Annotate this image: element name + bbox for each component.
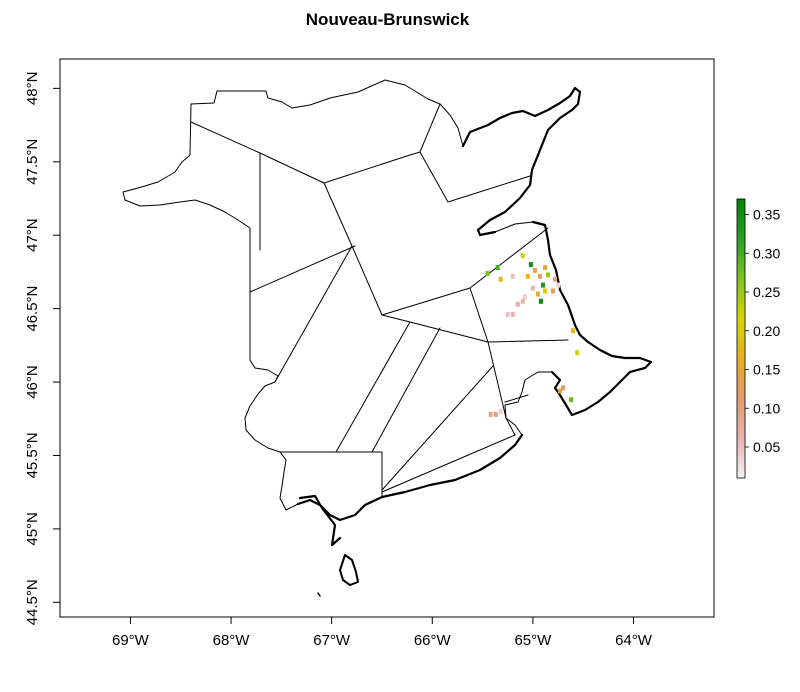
data-cell bbox=[493, 411, 498, 417]
data-cells bbox=[485, 253, 580, 417]
data-cell bbox=[510, 273, 515, 279]
y-tick-label: 47.5°N bbox=[24, 139, 41, 185]
legend-tick-label: 0.10 bbox=[753, 400, 780, 416]
x-tick-label: 65°W bbox=[514, 632, 552, 649]
data-cell bbox=[498, 408, 503, 414]
data-cell bbox=[515, 301, 520, 307]
data-cell bbox=[542, 265, 547, 271]
y-tick-label: 46.5°N bbox=[24, 286, 41, 332]
data-cell bbox=[545, 272, 550, 278]
map-title: Nouveau-Brunswick bbox=[305, 10, 470, 29]
y-axis: 48°N 47.5°N 47°N 46.5°N 46°N 45.5°N 45°N 44.5°N bbox=[24, 72, 60, 625]
legend-tick-label: 0.30 bbox=[753, 245, 780, 261]
legend-tick-label: 0.25 bbox=[753, 284, 780, 300]
legend-tick-label: 0.35 bbox=[753, 207, 780, 223]
data-cell bbox=[485, 270, 490, 276]
data-cell bbox=[510, 312, 515, 318]
y-tick-label: 47°N bbox=[24, 218, 41, 252]
grand-manan-island bbox=[339, 554, 359, 586]
data-cell bbox=[569, 397, 574, 403]
y-tick-label: 44.5°N bbox=[24, 579, 41, 625]
legend-tick-label: 0.05 bbox=[753, 439, 780, 455]
y-tick-label: 45°N bbox=[24, 512, 41, 546]
county-boundaries bbox=[190, 103, 569, 498]
data-cell bbox=[561, 385, 566, 391]
data-cell bbox=[575, 350, 580, 356]
data-cell bbox=[553, 276, 558, 282]
data-cell bbox=[505, 312, 510, 318]
data-cell bbox=[520, 253, 525, 259]
y-tick-label: 45.5°N bbox=[24, 432, 41, 478]
x-tick-label: 68°W bbox=[213, 632, 251, 649]
province-outline bbox=[122, 79, 653, 597]
legend-tick-label: 0.15 bbox=[753, 362, 780, 378]
data-cell bbox=[538, 298, 543, 304]
legend-ticks: 0.05 0.10 0.15 0.20 0.25 0.30 0.35 bbox=[745, 207, 780, 455]
data-cell bbox=[530, 285, 535, 291]
x-tick-label: 69°W bbox=[112, 632, 150, 649]
data-cell bbox=[528, 262, 533, 268]
x-tick-label: 66°W bbox=[414, 632, 452, 649]
data-cell bbox=[495, 265, 500, 271]
data-cell bbox=[556, 282, 561, 288]
data-cell bbox=[535, 291, 540, 297]
data-cell bbox=[558, 388, 563, 394]
x-tick-label: 67°W bbox=[313, 632, 351, 649]
data-cell bbox=[540, 282, 545, 288]
x-tick-label: 64°W bbox=[615, 632, 653, 649]
data-cell bbox=[551, 288, 556, 294]
data-cell bbox=[542, 288, 547, 294]
y-tick-label: 48°N bbox=[24, 72, 41, 106]
plot-frame bbox=[59, 58, 715, 618]
data-cell bbox=[498, 276, 503, 282]
data-cell bbox=[520, 298, 525, 304]
x-axis: 69°W 68°W 67°W 66°W 65°W 64°W bbox=[112, 617, 653, 649]
data-cell bbox=[532, 267, 537, 273]
y-tick-label: 46°N bbox=[24, 365, 41, 399]
small-island bbox=[317, 592, 321, 597]
data-cell bbox=[525, 273, 530, 279]
data-cell bbox=[488, 411, 493, 417]
legend-tick-label: 0.20 bbox=[753, 323, 780, 339]
east-coastline bbox=[296, 86, 653, 547]
data-cell bbox=[522, 294, 527, 300]
province-boundary bbox=[122, 79, 652, 521]
legend-colorbar bbox=[736, 198, 746, 479]
data-cell bbox=[537, 273, 542, 279]
color-legend: 0.05 0.10 0.15 0.20 0.25 0.30 0.35 bbox=[736, 198, 780, 479]
data-cell bbox=[571, 328, 576, 334]
